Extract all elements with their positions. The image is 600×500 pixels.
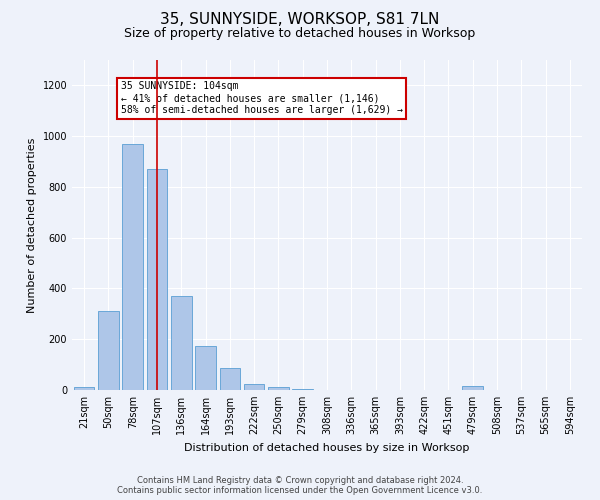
Bar (122, 144, 143, 390)
Bar (146, 169, 167, 390)
Bar (74, 388, 94, 390)
Y-axis label: Number of detached properties: Number of detached properties (27, 138, 37, 312)
Bar (220, 368, 240, 390)
Text: 35, SUNNYSIDE, WORKSOP, S81 7LN: 35, SUNNYSIDE, WORKSOP, S81 7LN (160, 12, 440, 28)
X-axis label: Distribution of detached houses by size in Worksop: Distribution of detached houses by size … (184, 442, 470, 452)
Text: Size of property relative to detached houses in Worksop: Size of property relative to detached ho… (124, 28, 476, 40)
Bar (268, 388, 289, 390)
Bar (98, 312, 119, 390)
Text: 35 SUNNYSIDE: 104sqm
← 41% of detached houses are smaller (1,146)
58% of semi-de: 35 SUNNYSIDE: 104sqm ← 41% of detached h… (121, 82, 403, 114)
Bar (463, 386, 483, 390)
Bar (195, 346, 216, 390)
Bar (244, 384, 265, 390)
Bar (171, 296, 191, 390)
Text: Contains HM Land Registry data © Crown copyright and database right 2024.
Contai: Contains HM Land Registry data © Crown c… (118, 476, 482, 495)
